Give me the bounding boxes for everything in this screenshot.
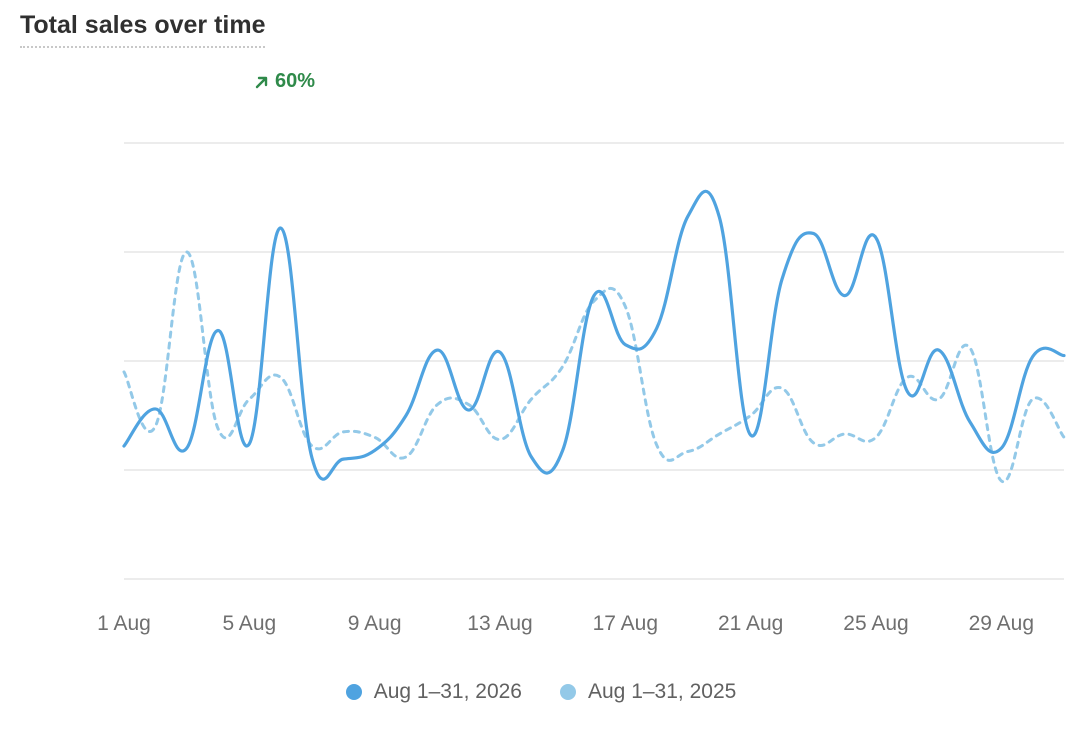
x-tick-label: 13 Aug <box>467 612 532 635</box>
series-layer <box>122 189 1066 484</box>
legend-dot-previous <box>560 684 576 700</box>
x-tick-label: 17 Aug <box>593 612 658 635</box>
series-line-2026[interactable] <box>122 189 1066 481</box>
legend-dot-current <box>345 684 362 700</box>
sales-line-chart: 1 Aug 5 Aug 9 Aug 13 Aug 17 Aug 21 Aug 25 Aug 2… <box>97 142 1066 635</box>
chart-title: Total sales over time <box>20 10 266 48</box>
change-indicator: 60% <box>255 70 315 93</box>
change-value: 60% <box>275 70 316 92</box>
x-tick-label: 25 Aug <box>843 612 908 635</box>
x-tick-label: 9 Aug <box>348 612 402 635</box>
x-tick-label: 29 Aug <box>969 612 1034 635</box>
x-tick-label: 21 Aug <box>718 612 783 635</box>
legend-label-current: Aug 1–31, 2026 <box>373 680 522 703</box>
arrow-up-right-icon <box>255 76 268 88</box>
x-axis: 1 Aug 5 Aug 9 Aug 13 Aug 17 Aug 21 Aug 25 Aug 2… <box>97 612 1034 635</box>
x-tick-label: 5 Aug <box>222 612 276 635</box>
legend: Aug 1–31, 2026 Aug 1–31, 2025 <box>0 680 1082 704</box>
legend-item-current[interactable]: Aug 1–31, 2026 <box>345 680 522 704</box>
grid-layer <box>124 142 1064 580</box>
series-line-2025[interactable] <box>122 250 1066 484</box>
x-tick-label: 1 Aug <box>97 612 151 635</box>
legend-label-previous: Aug 1–31, 2025 <box>588 680 737 703</box>
legend-item-previous[interactable]: Aug 1–31, 2025 <box>560 680 736 704</box>
